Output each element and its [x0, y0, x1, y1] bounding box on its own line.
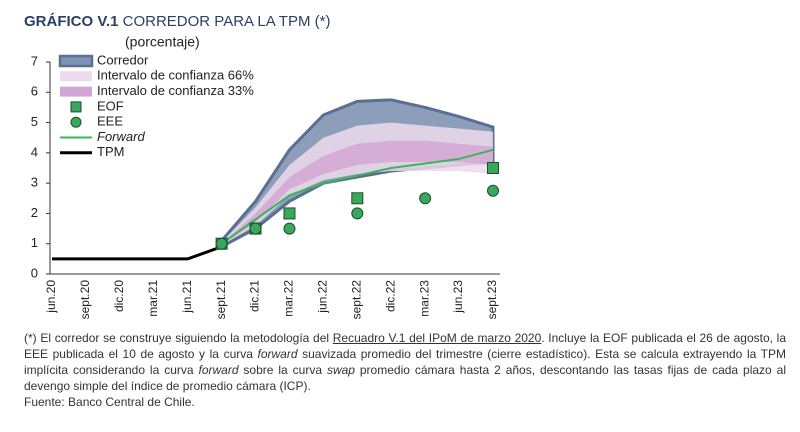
legend-label: Forward	[97, 129, 145, 144]
x-tick-label: jun.23	[451, 280, 465, 314]
y-tick-label: 2	[31, 205, 38, 220]
y-tick-label: 5	[31, 114, 38, 129]
x-tick-label: mar.21	[146, 280, 160, 317]
note-text: . Incluye la EOF publicada el 26 de agos…	[24, 331, 786, 361]
marker	[351, 192, 364, 205]
band	[221, 140, 493, 245]
marker	[249, 222, 262, 235]
band	[221, 122, 493, 246]
marker	[283, 207, 296, 220]
x-tick-label: jun.20	[44, 280, 58, 314]
note-text: sobre la curva	[238, 363, 327, 377]
marker	[215, 237, 228, 250]
legend-swatch	[70, 101, 82, 113]
x-tick-label: mar.23	[417, 280, 431, 317]
chart: GRÁFICO V.1 CORREDOR PARA LA TPM (*) (po…	[24, 13, 500, 320]
legend-label: Intervalo de confianza 66%	[97, 68, 254, 83]
y-tick-label: 4	[31, 144, 38, 159]
title-text: CORREDOR PARA LA TPM (*)	[123, 13, 331, 30]
marker	[419, 192, 432, 205]
marker	[351, 207, 364, 220]
legend-label: TPM	[97, 144, 124, 159]
legend-swatch	[60, 86, 92, 97]
y-tick-label: 0	[31, 265, 38, 280]
marker	[487, 184, 499, 197]
chart-subtitle: (porcentaje)	[125, 34, 200, 50]
note-text: swap	[326, 363, 355, 377]
marker	[283, 222, 296, 235]
legend-label: EOF	[97, 98, 124, 113]
x-tick-label: sept.23	[485, 280, 499, 320]
x-tick-label: dic.22	[383, 280, 397, 312]
legend-label: Intervalo de confianza 33%	[97, 83, 254, 98]
legend-swatch	[60, 71, 92, 82]
line	[221, 148, 494, 245]
x-tick-label: jun.22	[316, 280, 330, 314]
y-tick-label: 1	[31, 235, 38, 250]
x-tick-label: sept.22	[349, 280, 363, 320]
x-tick-label: sept.21	[214, 280, 228, 320]
legend-label: Corredor	[97, 52, 149, 67]
note-link[interactable]: Recuadro V.1 del IPoM de marzo 2020	[332, 331, 542, 345]
title-prefix: GRÁFICO V.1	[24, 13, 118, 30]
marker	[487, 162, 499, 174]
note-text: promedio cámara hasta 2 años, descontand…	[24, 363, 786, 393]
y-tick-label: 7	[31, 53, 38, 68]
legend-swatch	[58, 54, 94, 68]
note-text: forward	[257, 347, 298, 361]
y-tick-label: 3	[31, 175, 38, 190]
note-text: (*) El corredor se construye siguiendo l…	[24, 331, 333, 345]
note-text: suavizada promedio del trimestre (cierre…	[24, 347, 786, 377]
x-tick-label: dic.21	[248, 280, 262, 312]
chart-title: GRÁFICO V.1 CORREDOR PARA LA TPM (*)	[24, 13, 330, 30]
legend-label: EEE	[97, 114, 123, 129]
note-text: forward	[198, 363, 239, 377]
line	[52, 245, 223, 261]
x-tick-label: jun.21	[180, 280, 194, 314]
footnote: (*) El corredor se construye siguiendo l…	[24, 330, 786, 410]
legend-swatch	[70, 116, 82, 128]
source: Fuente: Banco Central de Chile.	[24, 395, 195, 409]
x-tick-label: sept.20	[78, 280, 92, 320]
x-tick-label: mar.22	[282, 280, 296, 317]
x-tick-label: dic.20	[112, 280, 126, 312]
y-tick-label: 6	[31, 84, 38, 99]
